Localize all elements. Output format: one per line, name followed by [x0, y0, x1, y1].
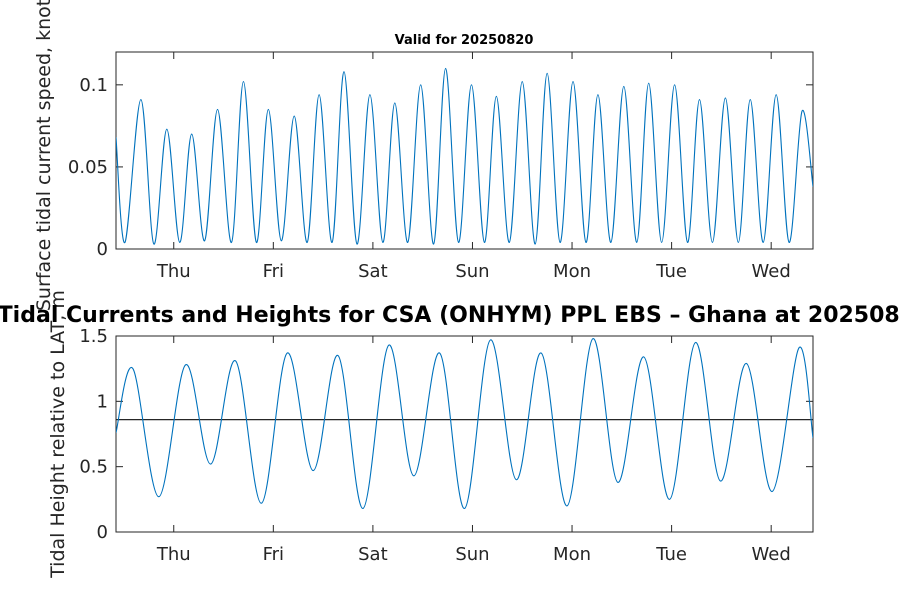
current-speed-x-tick-label: Tue: [655, 261, 687, 282]
tidal-height-x-tick-label: Thu: [156, 544, 191, 565]
tidal-height-x-tick-label: Sat: [358, 544, 388, 565]
tidal-height-y-tick-label: 0: [97, 522, 108, 543]
current-speed-chart: Valid for 20250820 0 0.05 0.1 Thu Fri Sat Sun M…: [68, 33, 814, 282]
current-speed-x-tick-label: Sat: [358, 261, 388, 282]
current-speed-y-axis-label: Surface tidal current speed, knots: [33, 0, 55, 311]
tidal-height-x-tick-label: Tue: [655, 544, 687, 565]
tidal-height-plot-area: [115, 335, 814, 533]
tidal-height-x-tick-label: Fri: [263, 544, 284, 565]
tidal-height-chart-title: Tidal Currents and Heights for CSA (ONHY…: [0, 303, 900, 328]
tidal-height-x-tick-label: Mon: [553, 544, 591, 565]
current-speed-y-tick-label: 0.1: [79, 75, 108, 96]
tidal-height-y-tick-label: 0.5: [79, 457, 108, 478]
tidal-height-x-tick-label: Sun: [455, 544, 489, 565]
current-speed-plot-area: [115, 51, 814, 250]
tidal-height-y-tick-label: 1.5: [79, 326, 108, 347]
current-speed-x-tick-label: Sun: [455, 261, 489, 282]
current-speed-y-tick-label: 0.05: [68, 157, 108, 178]
current-speed-y-tick-label: 0: [97, 239, 108, 260]
tidal-height-y-axis-label: Tidal Height relative to LAT, m: [47, 290, 69, 579]
tidal-height-series-line: [116, 338, 813, 510]
current-speed-chart-title: Valid for 20250820: [395, 33, 534, 48]
tidal-height-y-tick-label: 1: [97, 391, 108, 412]
current-speed-series-line: [116, 67, 813, 245]
current-speed-x-tick-label: Mon: [553, 261, 591, 282]
tidal-height-chart: 0 0.5 1 1.5 Thu Fri Sat Sun Mon Tue Wed: [79, 326, 814, 565]
tidal-height-x-tick-label: Wed: [752, 544, 791, 565]
current-speed-x-tick-label: Wed: [752, 261, 791, 282]
current-speed-x-tick-label: Thu: [156, 261, 191, 282]
current-speed-x-tick-label: Fri: [263, 261, 284, 282]
